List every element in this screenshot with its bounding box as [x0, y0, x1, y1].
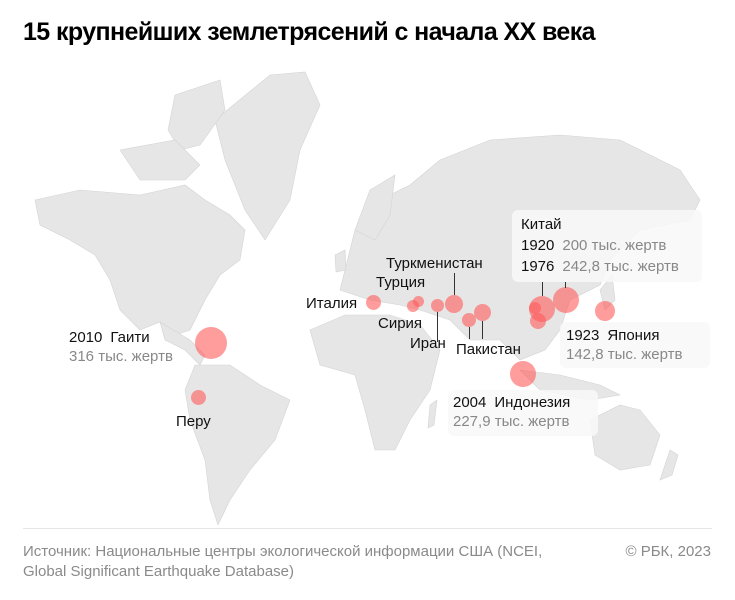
world-map: [34, 71, 701, 526]
tick-turkmenistan: [454, 273, 455, 295]
tick-pakistan-1: [469, 327, 470, 339]
bubble-haiti[interactable]: [195, 327, 227, 359]
tick-china-1920: [542, 282, 543, 296]
label-turkmenistan: Туркменистан: [386, 255, 483, 272]
tick-pakistan-2: [482, 321, 483, 339]
footer-divider: [23, 528, 712, 529]
bubble-iran[interactable]: [431, 299, 444, 312]
china-panel: [512, 210, 702, 282]
bubble-syria[interactable]: [407, 300, 419, 312]
bubble-pakistan-1[interactable]: [462, 313, 476, 327]
chart-title: 15 крупнейших землетрясений с начала XX …: [23, 18, 596, 46]
label-china: Китай 1920 200 тыс. жертв 1976 242,8 тыс. …: [521, 216, 679, 275]
label-indonesia: 2004 Индонезия 227,9 тыс. жертв: [453, 394, 571, 430]
label-italy: Италия: [306, 295, 358, 312]
bubble-turkmenistan[interactable]: [445, 295, 463, 313]
source-note: Источник: Национальные центры экологичес…: [23, 543, 543, 580]
label-iran: Иран: [410, 335, 446, 352]
bubble-italy[interactable]: [366, 295, 381, 310]
label-turkey: Турция: [376, 274, 426, 291]
japan-panel: [560, 322, 710, 368]
tick-china-1976: [565, 282, 566, 288]
copyright: © РБК, 2023: [625, 543, 711, 560]
bubble-pakistan-2[interactable]: [474, 304, 491, 321]
bubble-peru[interactable]: [191, 390, 206, 405]
bubble-indonesia[interactable]: [510, 361, 536, 387]
label-syria: Сирия: [378, 315, 423, 332]
label-peru: Перу: [176, 413, 211, 430]
label-pakistan: Пакистан: [456, 341, 521, 358]
label-japan: 1923 Япония 142,8 тыс. жертв: [566, 327, 683, 363]
bubble-china-small-1[interactable]: [529, 302, 541, 314]
bubble-china-1976[interactable]: [553, 287, 579, 313]
bubble-turkey[interactable]: [413, 296, 424, 307]
label-haiti: 2010 Гаити 316 тыс. жертв: [69, 329, 173, 365]
bubble-china-small-2[interactable]: [530, 313, 546, 329]
bubble-japan[interactable]: [595, 301, 615, 321]
indonesia-panel: [448, 390, 598, 436]
tick-iran: [437, 312, 438, 342]
